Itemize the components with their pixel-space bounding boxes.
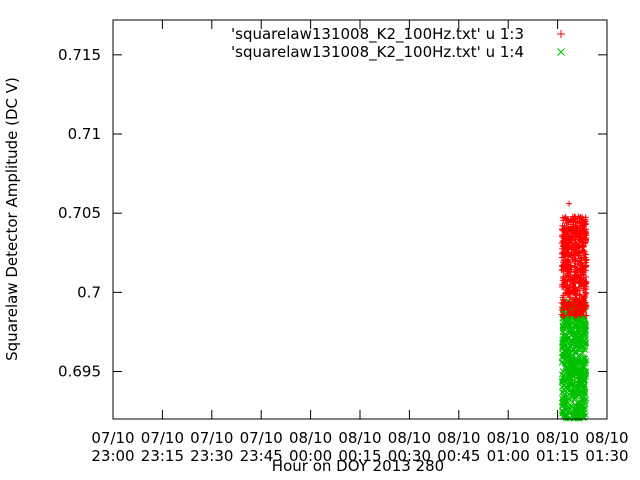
y-tick-label: 0.705 (58, 204, 101, 222)
x-tick-label-time: 01:30 (585, 447, 628, 465)
x-tick-label-time: 00:15 (338, 447, 381, 465)
x-tick-label-time: 23:15 (141, 447, 184, 465)
x-tick-label-date: 07/10 (190, 429, 233, 447)
x-tick-label-time: 00:30 (388, 447, 431, 465)
legend-marker-1 (557, 30, 565, 38)
legend-label-2: 'squarelaw131008_K2_100Hz.txt' u 1:4 (231, 43, 524, 62)
y-tick-label: 0.71 (68, 125, 101, 143)
x-tick-label-date: 07/10 (91, 429, 134, 447)
x-tick-label-time: 01:15 (536, 447, 579, 465)
x-tick-label-date: 08/10 (289, 429, 332, 447)
y-tick-label: 0.695 (58, 363, 101, 381)
x-tick-label-date: 07/10 (240, 429, 283, 447)
x-tick-label-time: 23:45 (240, 447, 283, 465)
data-points (558, 200, 590, 422)
x-tick-label-time: 01:00 (487, 447, 530, 465)
y-tick-label: 0.7 (77, 283, 101, 301)
x-tick-label-date: 08/10 (437, 429, 480, 447)
x-tick-label-date: 08/10 (338, 429, 381, 447)
x-tick-label-time: 00:00 (289, 447, 332, 465)
x-tick-label-time: 23:30 (190, 447, 233, 465)
x-tick-label-date: 07/10 (141, 429, 184, 447)
x-tick-label-date: 08/10 (585, 429, 628, 447)
legend-label-1: 'squarelaw131008_K2_100Hz.txt' u 1:3 (231, 25, 524, 44)
legend: 'squarelaw131008_K2_100Hz.txt' u 1:3'squ… (231, 25, 565, 62)
x-axis-title: Hour on DOY 2013 280 (272, 457, 444, 475)
x-tick-label-time: 23:00 (91, 447, 134, 465)
axis-ticks: 0.6950.70.7050.710.71507/1023:0007/1023:… (58, 20, 629, 465)
series-1-markers (558, 200, 590, 319)
x-tick-label-time: 00:45 (437, 447, 480, 465)
x-tick-label-date: 08/10 (487, 429, 530, 447)
series-1-points (558, 200, 590, 319)
y-axis-title: Squarelaw Detector Amplitude (DC V) (3, 77, 21, 361)
y-tick-label: 0.715 (58, 46, 101, 64)
legend-marker-2 (557, 48, 565, 56)
x-tick-label-date: 08/10 (536, 429, 579, 447)
x-tick-label-date: 08/10 (388, 429, 431, 447)
